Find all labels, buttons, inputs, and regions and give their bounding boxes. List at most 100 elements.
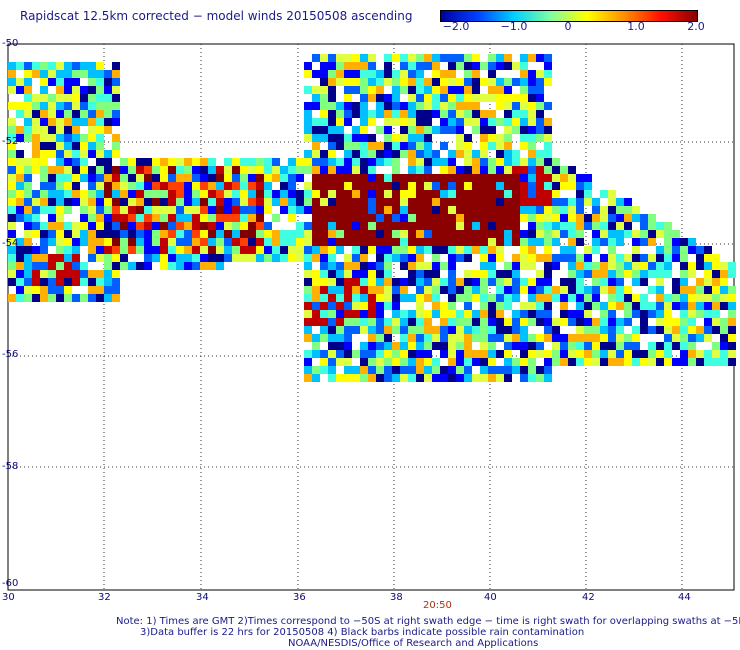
wind-cell — [200, 206, 208, 214]
wind-cell — [152, 166, 160, 174]
wind-cell — [392, 150, 400, 158]
wind-cell — [40, 102, 48, 110]
wind-cell — [312, 70, 320, 78]
wind-cell — [536, 190, 544, 198]
wind-cell — [320, 278, 328, 286]
wind-cell — [368, 246, 376, 254]
wind-cell — [216, 254, 224, 262]
wind-cell — [456, 102, 464, 110]
wind-cell — [392, 134, 400, 142]
wind-cell — [400, 78, 408, 86]
wind-cell — [392, 238, 400, 246]
wind-cell — [24, 294, 32, 302]
wind-cell — [8, 126, 16, 134]
wind-cell — [112, 182, 120, 190]
wind-cell — [576, 302, 584, 310]
wind-cell — [32, 94, 40, 102]
wind-cell — [304, 278, 312, 286]
wind-cell — [456, 134, 464, 142]
wind-cell — [336, 190, 344, 198]
wind-cell — [648, 310, 656, 318]
wind-cell — [480, 318, 488, 326]
wind-cell — [64, 142, 72, 150]
y-tick-label: -50 — [2, 38, 19, 49]
wind-cell — [528, 86, 536, 94]
wind-cell — [344, 302, 352, 310]
wind-cell — [680, 270, 688, 278]
wind-cell — [96, 214, 104, 222]
wind-cell — [440, 206, 448, 214]
wind-cell — [176, 198, 184, 206]
wind-cell — [392, 182, 400, 190]
wind-cell — [648, 254, 656, 262]
wind-cell — [96, 102, 104, 110]
wind-cell — [168, 190, 176, 198]
wind-cell — [512, 62, 520, 70]
wind-cell — [512, 102, 520, 110]
wind-cell — [648, 238, 656, 246]
wind-cell — [640, 302, 648, 310]
wind-cell — [728, 318, 736, 326]
wind-cell — [336, 246, 344, 254]
wind-cell — [576, 350, 584, 358]
wind-cell — [392, 358, 400, 366]
wind-cell — [384, 70, 392, 78]
wind-cell — [464, 198, 472, 206]
wind-cell — [416, 70, 424, 78]
wind-cell — [80, 94, 88, 102]
wind-cell — [456, 278, 464, 286]
wind-cell — [352, 54, 360, 62]
wind-cell — [320, 310, 328, 318]
wind-cell — [280, 238, 288, 246]
wind-cell — [312, 222, 320, 230]
wind-cell — [64, 222, 72, 230]
wind-cell — [384, 286, 392, 294]
wind-cell — [424, 278, 432, 286]
wind-cell — [600, 350, 608, 358]
wind-cell — [432, 158, 440, 166]
wind-cell — [560, 230, 568, 238]
wind-cell — [720, 358, 728, 366]
wind-cell — [680, 278, 688, 286]
wind-cell — [320, 166, 328, 174]
wind-cell — [288, 230, 296, 238]
wind-cell — [640, 278, 648, 286]
wind-cell — [456, 342, 464, 350]
wind-cell — [312, 126, 320, 134]
wind-cell — [488, 78, 496, 86]
wind-cell — [32, 254, 40, 262]
wind-cell — [512, 358, 520, 366]
wind-cell — [152, 158, 160, 166]
wind-cell — [448, 70, 456, 78]
wind-cell — [624, 318, 632, 326]
wind-cell — [640, 238, 648, 246]
wind-cell — [496, 118, 504, 126]
wind-cell — [728, 270, 736, 278]
wind-cell — [496, 102, 504, 110]
wind-cell — [464, 374, 472, 382]
wind-cell — [528, 142, 536, 150]
wind-cell — [528, 102, 536, 110]
wind-cell — [320, 190, 328, 198]
wind-cell — [720, 302, 728, 310]
wind-cell — [96, 134, 104, 142]
wind-cell — [64, 294, 72, 302]
wind-cell — [544, 334, 552, 342]
wind-cell — [384, 294, 392, 302]
wind-cell — [248, 190, 256, 198]
wind-cell — [64, 230, 72, 238]
wind-cell — [312, 190, 320, 198]
x-tick-label: 34 — [196, 592, 209, 603]
wind-cell — [352, 206, 360, 214]
wind-cell — [368, 238, 376, 246]
wind-cell — [672, 254, 680, 262]
wind-cell — [48, 182, 56, 190]
wind-cell — [16, 126, 24, 134]
wind-cell — [288, 198, 296, 206]
wind-cell — [288, 214, 296, 222]
wind-cell — [48, 118, 56, 126]
wind-cell — [520, 374, 528, 382]
wind-cell — [408, 118, 416, 126]
wind-cell — [352, 326, 360, 334]
wind-cell — [40, 246, 48, 254]
